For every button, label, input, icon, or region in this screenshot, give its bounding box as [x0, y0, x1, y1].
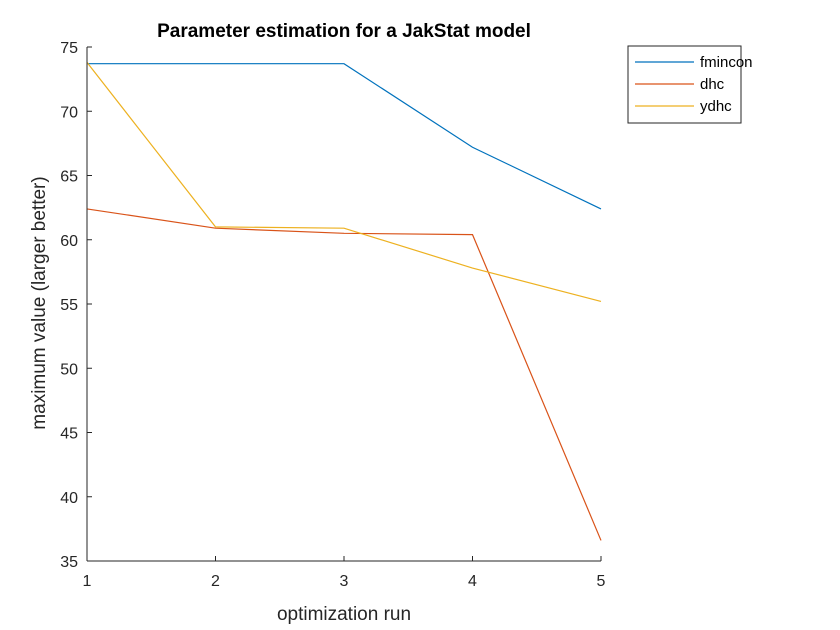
y-tick-label: 65 — [60, 169, 78, 186]
y-tick-label: 40 — [60, 490, 78, 507]
y-tick-label: 35 — [60, 554, 78, 571]
series-line-ydhc — [86, 62, 602, 303]
x-tick-label: 5 — [597, 573, 606, 590]
y-tick-label: 75 — [60, 40, 78, 57]
y-axis-title: maximum value (larger better) — [29, 176, 50, 429]
series-line-dhc — [86, 208, 602, 541]
axes — [86, 47, 601, 562]
x-axis-title: optimization run — [277, 604, 411, 625]
legend: fmincon dhc ydhc — [627, 45, 753, 124]
legend-label-ydhc: ydhc — [700, 98, 732, 115]
x-tick-label: 4 — [468, 573, 477, 590]
y-tick-label: 45 — [60, 426, 78, 443]
x-axis-ticks: 1 2 3 4 5 — [83, 556, 606, 590]
x-tick-label: 3 — [340, 573, 349, 590]
chart-title: Parameter estimation for a JakStat model — [157, 21, 531, 42]
legend-label-fmincon: fmincon — [700, 54, 753, 71]
y-axis-ticks: 35 40 45 50 55 60 65 70 75 — [60, 40, 92, 571]
x-tick-label: 1 — [83, 573, 92, 590]
y-tick-label: 60 — [60, 233, 78, 250]
y-tick-label: 55 — [60, 297, 78, 314]
legend-label-dhc: dhc — [700, 76, 725, 93]
series-line-fmincon — [87, 63, 602, 210]
series-layer — [86, 62, 602, 541]
x-tick-label: 2 — [211, 573, 220, 590]
y-tick-label: 50 — [60, 361, 78, 378]
y-tick-label: 70 — [60, 104, 78, 121]
